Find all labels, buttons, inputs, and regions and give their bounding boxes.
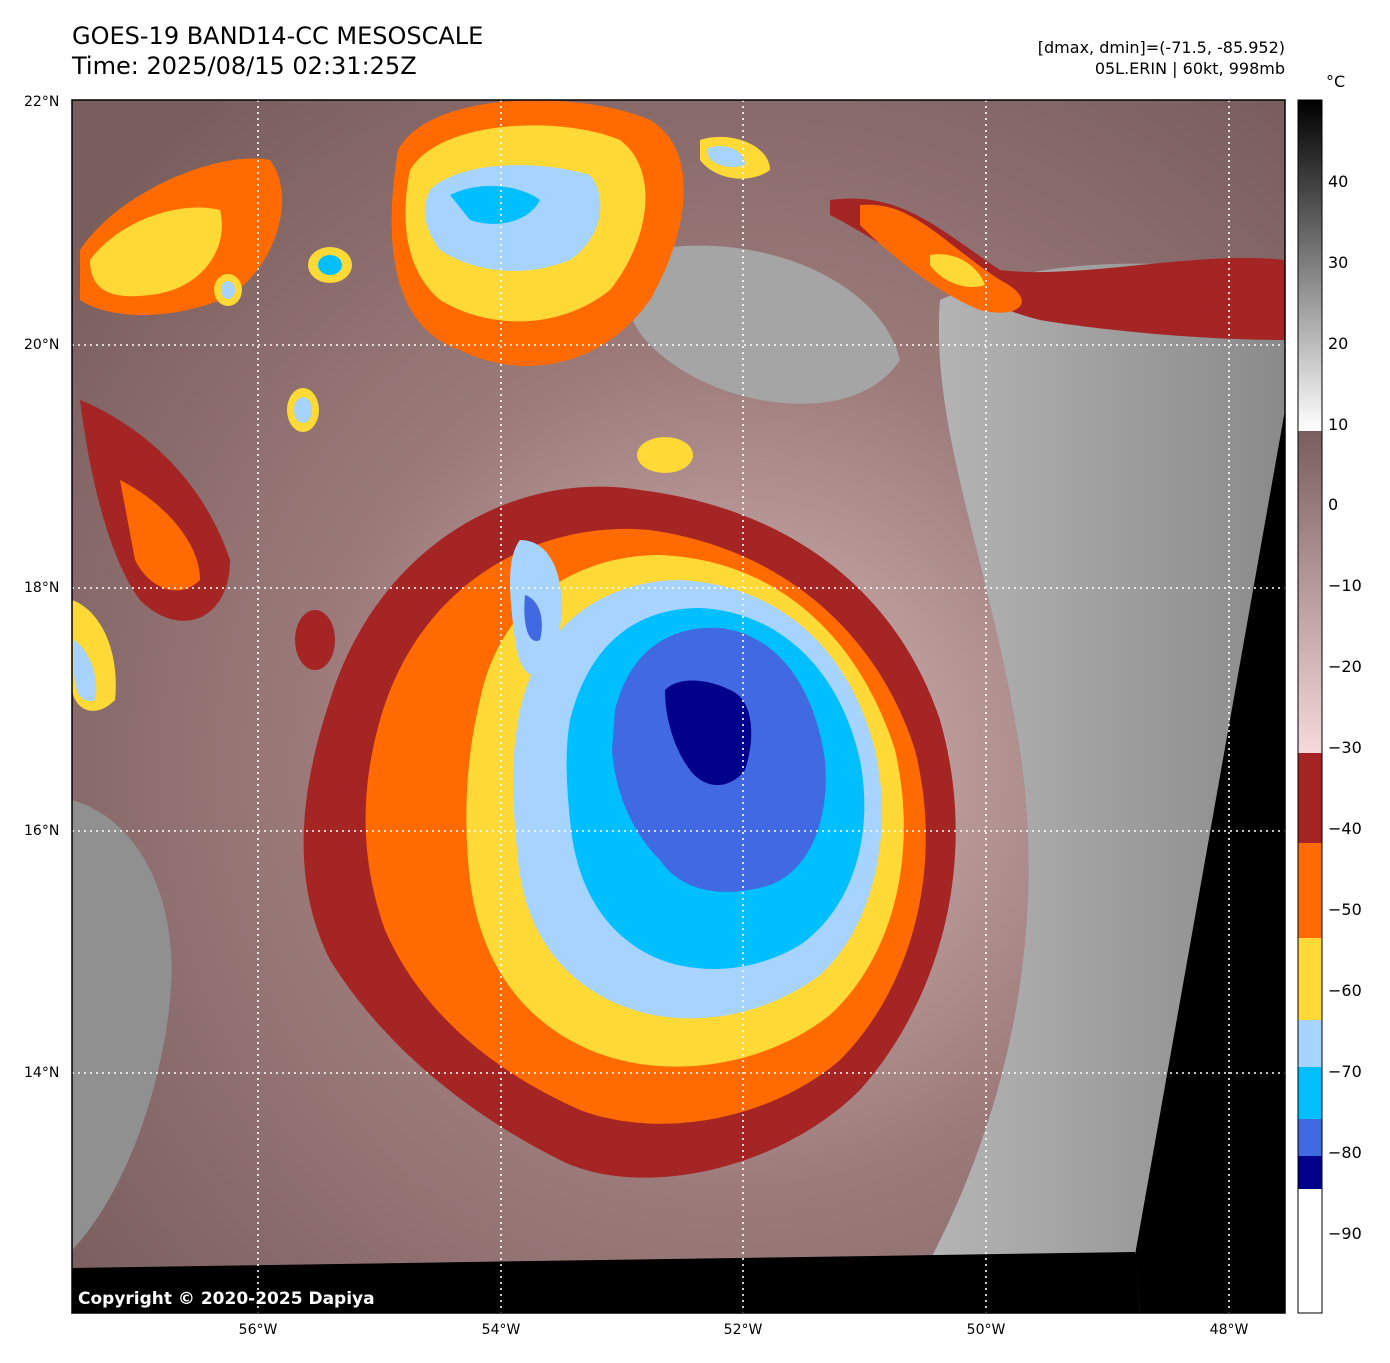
gridlines (72, 100, 1285, 1313)
colorbar-tick: 0 (1328, 495, 1339, 514)
colorbar-tick: 40 (1328, 172, 1349, 191)
lat-label: 14°N (24, 1065, 60, 1081)
copyright-text: Copyright © 2020-2025 Dapiya (78, 1289, 375, 1309)
colorbar-tick: 10 (1328, 415, 1349, 434)
colorbar-tick: −90 (1328, 1224, 1362, 1243)
lon-label: 56°W (238, 1322, 278, 1338)
lat-label: 16°N (24, 823, 60, 839)
colorbar-tick: −30 (1328, 738, 1362, 757)
storm-imagery (72, 100, 1285, 1313)
colorbar-tick: −60 (1328, 981, 1362, 1000)
figure-time: Time: 2025/08/15 02:31:25Z (72, 52, 417, 80)
colorbar-tick: 30 (1328, 253, 1349, 272)
lat-label: 20°N (24, 337, 60, 353)
lon-label: 50°W (966, 1322, 1006, 1338)
colorbar-tick: −10 (1328, 576, 1362, 595)
colorbar-tick: −20 (1328, 657, 1362, 676)
figure-title: GOES-19 BAND14-CC MESOSCALE (72, 22, 484, 50)
colorbar-unit: °C (1326, 72, 1346, 91)
data-range: [dmax, dmin]=(-71.5, -85.952) (1037, 38, 1285, 57)
lon-label: 52°W (723, 1322, 763, 1338)
colorbar-tick: −50 (1328, 900, 1362, 919)
map-frame (71, 99, 1286, 1314)
colorbar (1297, 99, 1323, 1314)
lon-label: 48°W (1209, 1322, 1249, 1338)
colorbar-tick: 20 (1328, 334, 1349, 353)
storm-info: 05L.ERIN | 60kt, 998mb (1094, 59, 1285, 78)
lon-label: 54°W (481, 1322, 521, 1338)
lat-label: 18°N (24, 580, 60, 596)
colorbar-tick: −80 (1328, 1143, 1362, 1162)
colorbar-tick: −70 (1328, 1062, 1362, 1081)
colorbar-tick: −40 (1328, 819, 1362, 838)
lat-label: 22°N (24, 94, 60, 110)
